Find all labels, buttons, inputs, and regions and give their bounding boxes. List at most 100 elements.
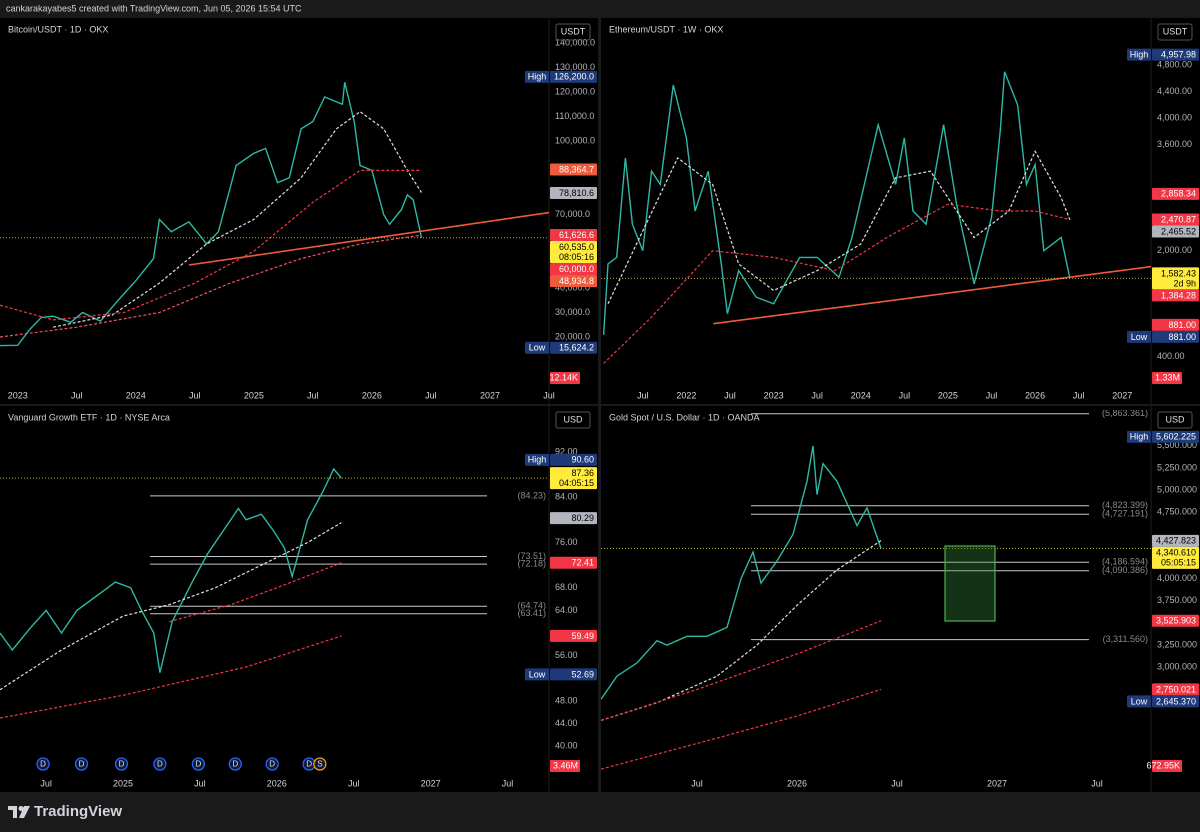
plot — [601, 71, 1151, 364]
price-label: 60,535.0 — [559, 242, 594, 252]
chart-title: Ethereum/USDT · 1W · OKX — [609, 24, 723, 34]
price-label-box — [1152, 187, 1199, 200]
price-label-box — [1152, 683, 1199, 696]
currency-box — [1157, 23, 1193, 41]
price-label-box — [550, 512, 597, 525]
indicator-line — [607, 149, 1071, 305]
currency-box — [555, 23, 591, 41]
indicator-line — [0, 522, 342, 691]
price-tag: Low — [1131, 696, 1148, 706]
event-marker — [191, 757, 206, 771]
level-label: (64.74) — [517, 601, 546, 611]
price-label-box — [550, 556, 597, 569]
y-tick-label: 120,000.0 — [555, 86, 595, 96]
y-tick-label: 4,000.000 — [1157, 573, 1197, 583]
price-tag-box — [1127, 48, 1151, 61]
price-tag: High — [528, 455, 547, 465]
price-label: 59.49 — [571, 631, 594, 641]
price-label-box — [550, 263, 597, 276]
plot: (5,863.361) (4,823.399)(4,727.191) (4,186.… — [601, 410, 1151, 770]
indicator-line — [601, 688, 882, 770]
price-label-box — [1152, 534, 1199, 547]
y-tick-label: 30,000.0 — [555, 307, 590, 317]
y-tick-label: 4,400.00 — [1157, 86, 1192, 96]
price-label: 61,626.6 — [559, 230, 594, 240]
price-label-sub: 05:05:15 — [1161, 558, 1196, 568]
level-label: (4,823.399) — [1102, 500, 1148, 510]
price-label-box — [1152, 267, 1199, 290]
price-label-box — [550, 668, 597, 681]
y-tick-label: 140,000.0 — [555, 37, 595, 47]
panel — [601, 18, 1200, 404]
price-tag-box — [525, 70, 549, 83]
price-label: 15,624.2 — [559, 343, 594, 353]
currency-box — [555, 411, 591, 429]
price-label-box — [1152, 225, 1199, 238]
price-label: 881.00 — [1168, 320, 1196, 330]
price-label: 5,602.225 — [1156, 432, 1196, 442]
event-label: D — [40, 760, 46, 769]
price-line — [0, 82, 423, 347]
price-label-box — [1152, 289, 1199, 302]
level-label: (3,311.560) — [1103, 634, 1148, 644]
x-tick-label: Jul — [40, 778, 52, 788]
price-label-box — [550, 453, 597, 466]
header: cankarakayabes5 created with TradingView… — [6, 3, 302, 13]
price-tag-box — [525, 453, 549, 466]
price-label-box — [1152, 213, 1199, 226]
indicator-line — [0, 635, 342, 719]
currency: USD — [1165, 414, 1185, 424]
plot: (84.23) (73.51)(72.18) (64.74)(63.41) D D D D D… — [0, 467, 549, 771]
indicator-line — [713, 265, 1151, 325]
event-marker — [228, 757, 242, 771]
currency: USDT — [561, 26, 586, 36]
price-line — [0, 467, 342, 673]
price-label-sub: 04:05:15 — [559, 478, 594, 488]
indicator-line — [188, 211, 549, 266]
event-label: D — [306, 760, 312, 769]
y-tick-label: 5,250.000 — [1157, 462, 1197, 472]
price-label: 4,957.98 — [1161, 49, 1196, 59]
volume-label-box — [550, 372, 580, 384]
price-label-box — [550, 629, 597, 642]
price-label-box — [550, 275, 597, 288]
indicator-line — [601, 620, 882, 721]
volume-label: 1.33M — [1155, 372, 1180, 382]
y-tick-label: 92.00 — [555, 446, 578, 456]
x-tick-label: Jul — [543, 390, 555, 400]
x-tick-label: 2027 — [1112, 390, 1132, 400]
event-marker — [313, 757, 327, 771]
price-label: 80.29 — [571, 513, 594, 523]
x-tick-label: 2027 — [987, 778, 1007, 788]
y-tick-label: 4,000.00 — [1157, 113, 1192, 123]
y-tick-label: 100,000.0 — [555, 135, 595, 145]
zone-box — [944, 545, 996, 622]
price-label-box — [550, 467, 597, 490]
event-marker — [114, 757, 129, 771]
x-tick-label: Jul — [307, 390, 319, 400]
price-tag: Low — [529, 669, 546, 679]
level-label: (84.23) — [517, 490, 546, 500]
level-label: (63.41) — [517, 608, 546, 618]
y-tick-label: 110,000.0 — [555, 111, 594, 121]
price-label: 1,384.28 — [1161, 290, 1196, 300]
price-label: 2,645.370 — [1156, 696, 1196, 706]
price-label: 60,000.0 — [559, 264, 594, 274]
x-tick-label: Jul — [425, 390, 437, 400]
volume-label: 3.46M — [553, 760, 578, 770]
panel — [601, 406, 1200, 792]
y-tick-label: 84.00 — [555, 492, 578, 502]
price-label: 3,525.903 — [1156, 616, 1196, 626]
event-label: S — [317, 760, 322, 769]
price-tag-box — [1127, 330, 1151, 343]
y-tick-label: 3,750.000 — [1157, 595, 1197, 605]
panel — [0, 18, 598, 404]
price-label-box — [550, 70, 597, 83]
x-tick-label: 2023 — [8, 390, 28, 400]
x-tick-label: Jul — [724, 390, 736, 400]
price-tag-box — [1127, 430, 1151, 443]
price-label-box — [550, 341, 597, 354]
x-tick-label: Jul — [691, 778, 703, 788]
